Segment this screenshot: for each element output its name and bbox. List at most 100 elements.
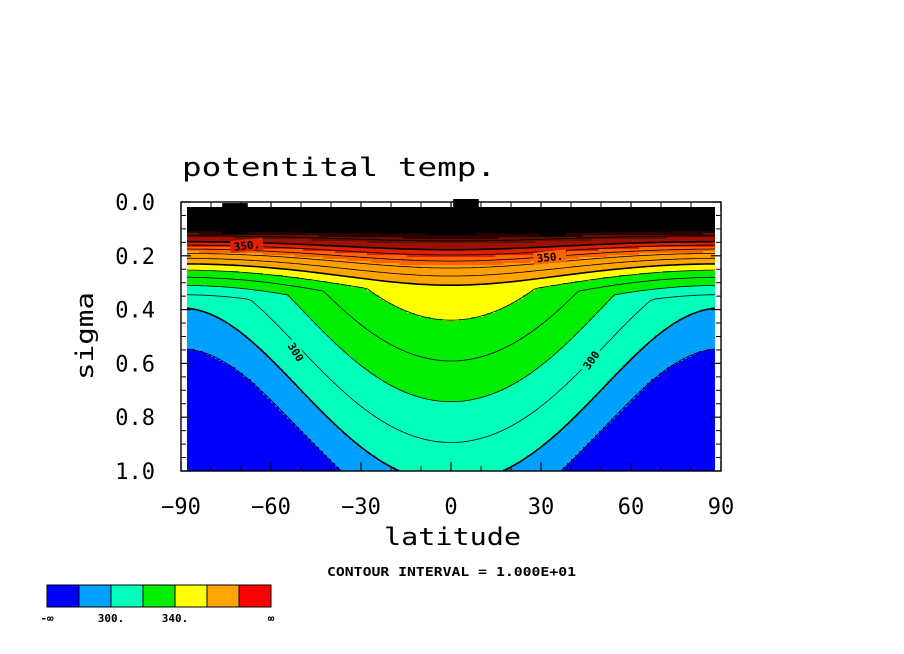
contour-cell <box>671 225 676 228</box>
contour-cell <box>663 209 668 212</box>
contour-cell <box>667 231 672 234</box>
contour-cell <box>267 233 272 236</box>
contour-cell <box>579 221 584 224</box>
contour-cell <box>195 207 200 210</box>
contour-cell <box>711 215 715 218</box>
contour-cell <box>431 221 436 224</box>
contour-cell <box>487 217 492 220</box>
contour-cell <box>287 233 292 236</box>
contour-cell <box>591 229 596 232</box>
contour-cell <box>607 231 612 234</box>
contour-cell <box>627 213 632 216</box>
contour-cell <box>311 233 316 236</box>
contour-cell <box>587 225 592 228</box>
contour-cell <box>483 209 488 212</box>
contour-cell <box>403 231 408 234</box>
contour-cell <box>495 211 500 214</box>
contour-cell <box>259 233 264 236</box>
contour-cell <box>563 213 568 216</box>
contour-cell <box>639 211 644 214</box>
contour-cell <box>575 229 580 232</box>
contour-cell <box>647 207 652 210</box>
contour-cell <box>431 213 436 216</box>
contour-cell <box>263 225 268 228</box>
contour-cell <box>699 221 704 224</box>
contour-cell <box>287 215 292 218</box>
contour-cell <box>259 223 264 226</box>
contour-cell <box>675 207 680 210</box>
contour-cell <box>395 215 400 218</box>
contour-cell <box>515 229 520 232</box>
contour-cell <box>655 207 660 210</box>
contour-cell <box>671 213 676 216</box>
contour-cell <box>471 213 476 216</box>
contour-cell <box>683 217 688 220</box>
contour-cell <box>639 223 644 226</box>
contour-cell <box>443 213 448 216</box>
contour-cell <box>707 209 712 212</box>
contour-cell <box>411 217 416 220</box>
contour-cell <box>455 213 460 216</box>
contour-cell <box>699 223 704 226</box>
contour-cell <box>483 229 488 232</box>
contour-cell <box>299 223 304 226</box>
contour-cell <box>683 223 688 226</box>
contour-cell <box>491 231 496 234</box>
contour-cell <box>299 213 304 216</box>
contour-cell <box>487 213 492 216</box>
contour-cell <box>339 213 344 216</box>
contour-cell <box>259 209 264 212</box>
contour-cell <box>675 229 680 232</box>
contour-cell <box>423 231 428 234</box>
contour-cell <box>307 211 312 214</box>
contour-cell <box>607 207 612 210</box>
contour-cell <box>359 229 364 232</box>
contour-cell <box>399 231 404 234</box>
contour-cell <box>207 221 212 224</box>
contour-cell <box>515 211 520 214</box>
contour-cell <box>319 221 324 224</box>
contour-cell <box>603 229 608 232</box>
contour-cell <box>691 209 696 212</box>
contour-cell <box>255 215 260 218</box>
contour-cell <box>411 221 416 224</box>
contour-cell <box>659 231 664 234</box>
contour-cell <box>523 215 528 218</box>
contour-cell <box>707 229 712 232</box>
contour-cell <box>383 209 388 212</box>
contour-cell <box>435 225 440 228</box>
contour-cell <box>255 213 260 216</box>
contour-cell <box>571 217 576 220</box>
contour-cell <box>451 225 456 228</box>
contour-cell <box>363 215 368 218</box>
contour-cell <box>371 225 376 228</box>
contour-cell <box>651 207 656 210</box>
contour-cell <box>655 225 660 228</box>
contour-cell <box>251 213 256 216</box>
contour-cell <box>215 211 220 214</box>
contour-cell <box>259 211 264 214</box>
contour-cell <box>215 225 220 228</box>
contour-cell <box>603 209 608 212</box>
contour-cell <box>211 223 216 226</box>
contour-cell <box>591 223 596 226</box>
contour-cell <box>311 209 316 212</box>
contour-cell <box>663 221 668 224</box>
contour-cell <box>639 225 644 228</box>
contour-cell <box>459 225 464 228</box>
contour-cell <box>559 221 564 224</box>
contour-cell <box>307 213 312 216</box>
contour-cell <box>479 225 484 228</box>
contour-cell <box>707 211 712 214</box>
contour-cell <box>307 227 312 230</box>
contour-cell <box>475 217 480 220</box>
contour-cell <box>535 225 540 228</box>
contour-cell <box>683 215 688 218</box>
contour-cell <box>443 211 448 214</box>
contour-cell <box>651 217 656 220</box>
contour-cell <box>659 221 664 224</box>
contour-cell <box>551 207 556 210</box>
contour-cell <box>471 231 476 234</box>
contour-cell <box>435 207 440 210</box>
contour-cell <box>199 231 204 234</box>
